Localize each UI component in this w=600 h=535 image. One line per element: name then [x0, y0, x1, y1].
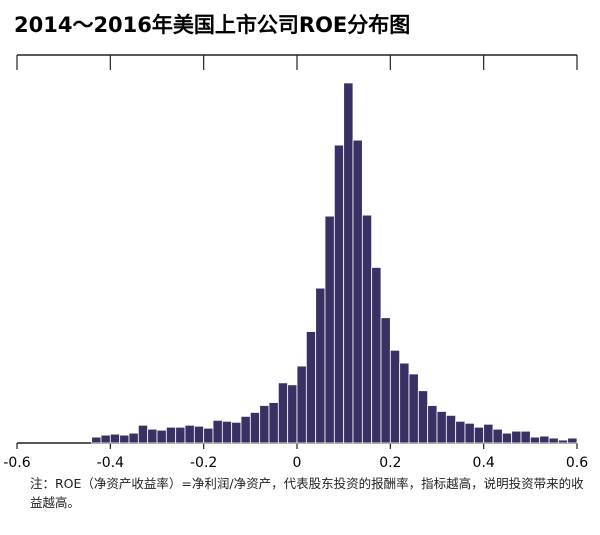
bar — [567, 437, 578, 444]
bar — [492, 428, 503, 444]
bar — [464, 422, 475, 444]
bar — [231, 421, 242, 444]
bar — [501, 432, 513, 444]
bar — [436, 411, 447, 444]
x-tick-label: 0.4 — [473, 455, 495, 470]
bar — [212, 419, 223, 444]
bar — [147, 428, 158, 444]
bar — [417, 390, 429, 444]
bar — [343, 82, 354, 444]
x-tick-label: 0.6 — [566, 455, 588, 470]
bar — [100, 434, 111, 444]
bar — [240, 415, 251, 444]
bar — [249, 412, 261, 444]
bar — [259, 405, 270, 444]
bar — [277, 382, 289, 444]
bar — [389, 349, 401, 444]
bar — [427, 405, 438, 444]
bar — [305, 331, 317, 444]
bar — [361, 214, 373, 444]
x-tick-label: 0 — [293, 455, 302, 470]
bar — [156, 429, 167, 444]
bar — [324, 215, 335, 444]
bar — [109, 433, 121, 444]
bar — [473, 426, 485, 444]
bar — [445, 414, 457, 444]
bar — [455, 420, 466, 444]
chart: 2014～2016年美国上市公司ROE分布图 -0.6 -0.4 -0.2 0 0.2 0… — [3, 13, 588, 470]
x-tick-label: -0.4 — [97, 455, 124, 470]
bar — [557, 439, 569, 444]
bar — [548, 437, 559, 444]
bar — [399, 362, 410, 444]
bar — [380, 317, 391, 444]
bar — [91, 436, 102, 444]
bar — [483, 423, 494, 444]
bar — [203, 427, 214, 444]
bar — [352, 139, 363, 444]
bar — [287, 384, 298, 444]
x-tick-label: 0.2 — [379, 455, 401, 470]
bar — [408, 373, 419, 444]
x-tick-label: -0.2 — [190, 455, 217, 470]
bar — [511, 430, 522, 444]
bar — [529, 436, 541, 444]
chart-title: 2014～2016年美国上市公司ROE分布图 — [14, 13, 410, 37]
bar — [165, 426, 177, 444]
bar — [371, 267, 382, 444]
bar — [193, 425, 205, 444]
bar — [268, 402, 279, 444]
note: 注：ROE（净资产收益率）=净利润/净资产，代表股东投资的报酬率，指标越高，说明… — [30, 476, 584, 510]
bar — [296, 365, 307, 444]
bar — [175, 426, 186, 444]
bar — [520, 430, 531, 444]
bar — [315, 287, 326, 444]
bar — [119, 434, 130, 444]
bar — [128, 432, 139, 444]
bar — [539, 435, 550, 444]
bar — [221, 420, 233, 444]
bar — [333, 144, 345, 444]
bar — [137, 424, 149, 444]
bar — [184, 424, 195, 444]
x-tick-label: -0.6 — [3, 455, 30, 470]
